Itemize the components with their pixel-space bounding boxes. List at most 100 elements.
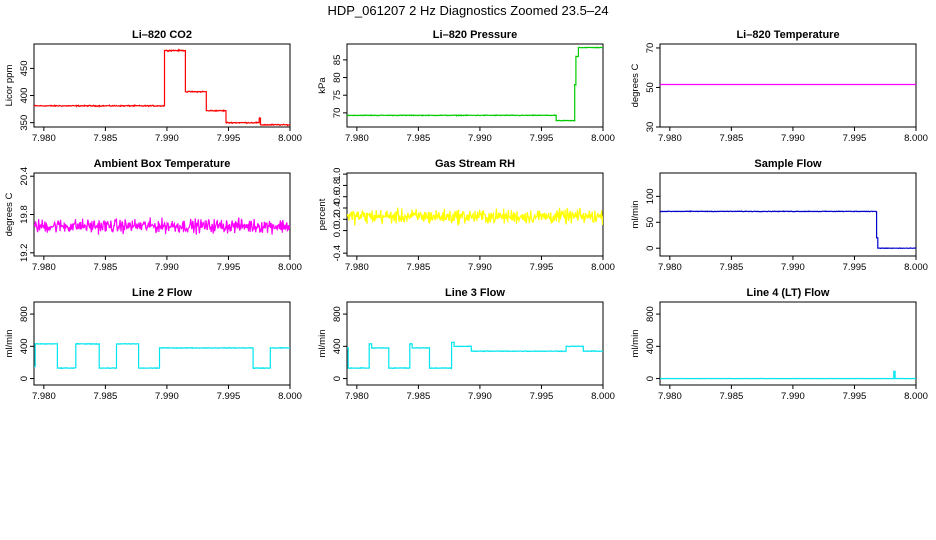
y-tick-label: 1.0	[332, 168, 343, 181]
y-tick-label: 0	[19, 376, 30, 381]
chart-panel: Ambient Box Temperature 7.980 7.985 7.990 7.…	[4, 158, 302, 273]
chart-title: Gas Stream RH	[435, 158, 515, 170]
y-tick-label: 350	[19, 115, 30, 131]
plot-frame	[33, 301, 291, 386]
y-tick-label: 50	[645, 82, 656, 93]
x-tick-label: 7.990	[468, 133, 492, 144]
y-tick-label: 85	[332, 55, 343, 66]
y-tick-label: 450	[19, 60, 30, 76]
y-tick-label: 400	[19, 88, 30, 104]
x-tick-label: 7.990	[155, 133, 179, 144]
x-tick-label: 7.995	[843, 133, 867, 144]
chart-panel: Line 2 Flow 7.980 7.985 7.990 7.995 8.000 0 400…	[4, 287, 302, 402]
y-tick-label: 30	[645, 122, 656, 133]
y-tick-label: 400	[19, 338, 30, 354]
x-tick-label: 7.995	[530, 133, 554, 144]
y-tick-label: 800	[645, 306, 656, 322]
x-tick-label: 8.000	[591, 391, 615, 402]
x-tick-label: 7.995	[843, 262, 867, 273]
y-tick-label: 100	[645, 188, 656, 204]
x-tick-label: 8.000	[591, 133, 615, 144]
x-tick-label: 7.980	[345, 262, 369, 273]
x-tick-label: 7.980	[345, 133, 369, 144]
x-tick-label: 7.985	[719, 133, 743, 144]
y-tick-label: 800	[332, 306, 343, 322]
x-tick-label: 8.000	[278, 391, 302, 402]
x-tick-label: 7.995	[530, 391, 554, 402]
y-tick-label: 0	[332, 376, 343, 381]
chart-title: Li–820 CO2	[132, 29, 192, 41]
figure-title: HDP_061207 2 Hz Diagnostics Zoomed 23.5–…	[327, 3, 608, 18]
y-tick-label: 50	[645, 217, 656, 228]
series-line	[660, 210, 916, 250]
chart-title: Li–820 Pressure	[433, 29, 517, 41]
y-tick-label: 75	[332, 90, 343, 101]
plot-frame	[659, 43, 917, 128]
x-tick-label: 7.980	[32, 262, 56, 273]
x-tick-label: 8.000	[904, 262, 928, 273]
x-tick-label: 8.000	[591, 262, 615, 273]
y-axis-label: ml/min	[630, 330, 641, 358]
y-tick-label: 19.2	[19, 244, 30, 262]
x-tick-label: 7.985	[406, 262, 430, 273]
x-tick-label: 7.995	[217, 133, 241, 144]
x-tick-label: 7.985	[719, 262, 743, 273]
y-tick-label: 0	[645, 376, 656, 381]
chart-title: Ambient Box Temperature	[94, 158, 231, 170]
y-tick-label: 80	[332, 72, 343, 83]
y-tick-label: 0.2	[332, 213, 343, 226]
x-tick-label: 8.000	[278, 262, 302, 273]
x-tick-label: 7.985	[93, 133, 117, 144]
series-line	[34, 217, 290, 235]
y-axis-label: ml/min	[4, 330, 15, 358]
series-line	[347, 341, 603, 370]
y-tick-label: 400	[645, 338, 656, 354]
x-tick-label: 7.990	[155, 391, 179, 402]
x-tick-label: 7.980	[658, 391, 682, 402]
chart-title: Line 4 (LT) Flow	[747, 287, 830, 299]
x-tick-label: 7.990	[781, 262, 805, 273]
chart-panel: Line 3 Flow 7.980 7.985 7.990 7.995 8.000 0 400…	[317, 287, 615, 402]
x-tick-label: 7.990	[781, 391, 805, 402]
y-tick-label: 0.0	[332, 224, 343, 237]
x-tick-label: 8.000	[904, 133, 928, 144]
y-tick-label: 0	[645, 246, 656, 251]
y-tick-label: 0.4	[332, 201, 343, 214]
plot-frame	[346, 301, 604, 386]
chart-title: Line 2 Flow	[132, 287, 192, 299]
x-tick-label: 7.985	[719, 391, 743, 402]
y-tick-label: 0.6	[332, 190, 343, 203]
plot-frame	[346, 43, 604, 128]
y-axis-label: percent	[317, 198, 328, 230]
y-tick-label: 400	[332, 338, 343, 354]
plot-frame	[659, 172, 917, 257]
x-tick-label: 8.000	[278, 133, 302, 144]
chart-title: Sample Flow	[754, 158, 822, 170]
chart-title: Line 3 Flow	[445, 287, 505, 299]
x-tick-label: 7.990	[781, 133, 805, 144]
y-tick-label: 19.8	[19, 205, 30, 224]
chart-panel: Li–820 Pressure 7.980 7.985 7.990 7.995 8.000…	[317, 29, 615, 144]
series-line	[660, 370, 916, 380]
x-tick-label: 7.995	[530, 262, 554, 273]
x-tick-label: 7.995	[217, 391, 241, 402]
series-line	[347, 46, 603, 122]
x-tick-label: 7.990	[468, 262, 492, 273]
y-tick-label: -0.4	[332, 245, 343, 261]
x-tick-label: 7.990	[155, 262, 179, 273]
y-axis-label: degrees C	[4, 192, 15, 236]
x-tick-label: 7.980	[658, 262, 682, 273]
series-line	[34, 342, 290, 370]
x-tick-label: 7.980	[658, 133, 682, 144]
y-axis-label: Licor ppm	[4, 65, 15, 107]
chart-panel: Li–820 Temperature 7.980 7.985 7.990 7.995 8.…	[630, 29, 928, 144]
chart-panel: Gas Stream RH 7.980 7.985 7.990 7.995 8.000 -0…	[317, 158, 615, 273]
series-line	[34, 48, 290, 127]
x-tick-label: 7.985	[406, 391, 430, 402]
plot-frame	[659, 301, 917, 386]
y-tick-label: 0.8	[332, 179, 343, 192]
x-tick-label: 7.995	[843, 391, 867, 402]
x-tick-label: 7.995	[217, 262, 241, 273]
chart-panel: Line 4 (LT) Flow 7.980 7.985 7.990 7.995 8.00…	[630, 287, 928, 402]
